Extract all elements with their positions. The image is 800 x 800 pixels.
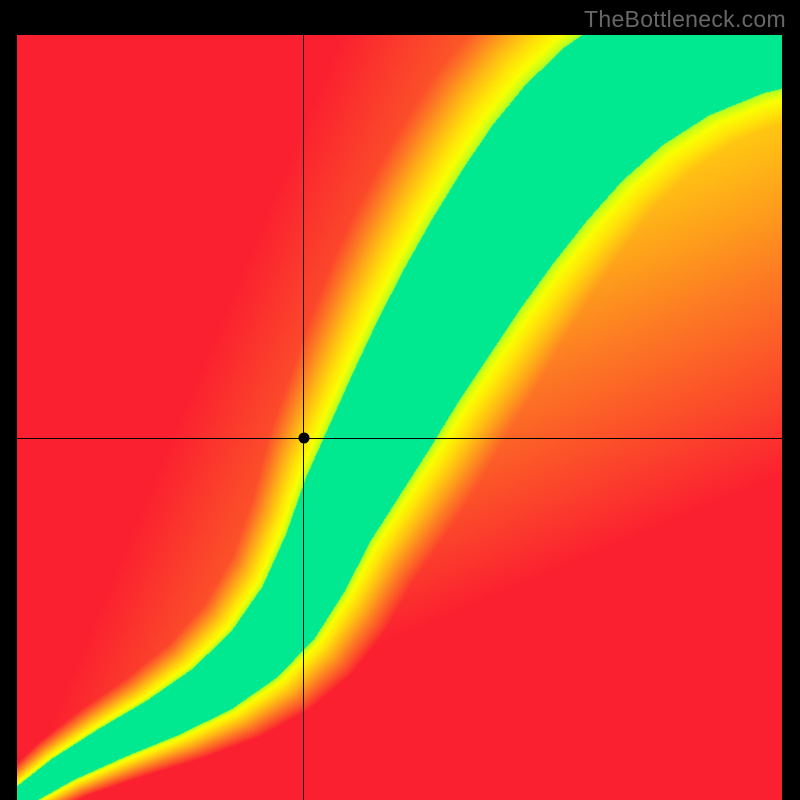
crosshair-horizontal — [17, 438, 782, 439]
selection-marker — [298, 433, 309, 444]
heatmap-canvas — [17, 35, 782, 800]
bottleneck-heatmap — [17, 35, 782, 800]
watermark-text: TheBottleneck.com — [584, 6, 786, 33]
crosshair-vertical — [303, 35, 304, 800]
